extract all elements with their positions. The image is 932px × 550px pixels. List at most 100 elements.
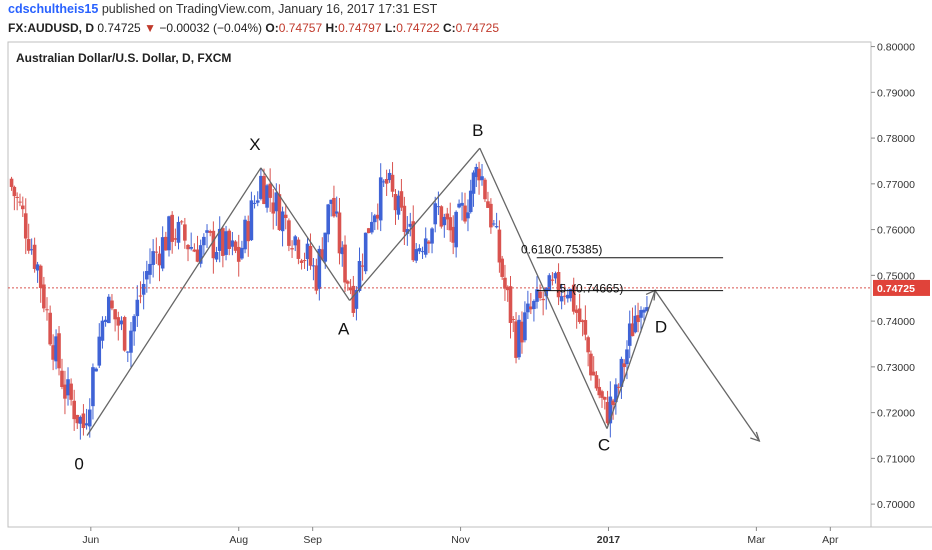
candle-body	[346, 281, 350, 284]
candle-body	[233, 241, 238, 251]
candle-body	[113, 309, 117, 320]
candle-body	[562, 295, 567, 297]
candle-body	[151, 251, 155, 265]
candle-body	[302, 260, 307, 262]
candle-body	[556, 271, 561, 298]
candle-body	[179, 221, 184, 223]
candle-body	[305, 243, 310, 260]
candle-body	[125, 351, 130, 353]
candle-body	[26, 239, 31, 251]
candle-body	[399, 191, 404, 208]
candle-body	[227, 230, 232, 249]
candle-body	[639, 310, 643, 318]
candle-body	[290, 248, 294, 250]
candle-body	[343, 244, 347, 283]
pattern-leg	[606, 290, 656, 429]
candle-body	[538, 291, 542, 299]
candle-body	[262, 176, 266, 205]
candle-body	[167, 216, 171, 251]
candle-body	[427, 241, 431, 244]
candle-body	[280, 211, 285, 232]
y-tick-label: 0.74000	[877, 316, 915, 328]
candle-body	[314, 265, 319, 291]
candle-body	[614, 384, 618, 403]
candle-body	[195, 249, 200, 262]
candle-body	[268, 183, 272, 198]
author-link[interactable]: cdschultheis15	[8, 2, 99, 16]
candle-body	[94, 368, 98, 372]
candle-body	[249, 200, 254, 241]
y-tick-label: 0.75000	[877, 270, 915, 282]
x-axis: Jun Aug Sep Nov 2017 Mar Apr	[82, 527, 839, 546]
current-price-tag: 0.74725	[873, 279, 930, 296]
candle-body	[357, 261, 362, 291]
candle-body	[577, 308, 582, 322]
candle-body	[283, 214, 288, 219]
candle-body	[189, 246, 193, 249]
low-value: 0.74722	[396, 21, 440, 35]
candle-body	[145, 270, 149, 280]
candle-body	[259, 175, 263, 199]
candle-body	[32, 244, 37, 269]
candle-body	[568, 289, 573, 299]
candle-body	[255, 200, 260, 203]
candle-body	[387, 172, 392, 181]
candle-body	[636, 315, 640, 323]
candle-body	[308, 245, 313, 266]
candle-body	[69, 383, 73, 400]
candle-body	[293, 236, 298, 246]
candle-body	[378, 177, 383, 221]
candle-body	[354, 290, 359, 309]
candle-body	[320, 249, 325, 260]
candle-body	[574, 309, 579, 313]
candle-body	[81, 413, 86, 429]
candle-body	[622, 363, 626, 368]
candle-body	[571, 284, 576, 312]
candle-body	[141, 283, 146, 295]
y-tick-label: 0.78000	[877, 133, 915, 145]
y-tick-label: 0.73000	[877, 362, 915, 374]
candle-body	[208, 231, 213, 233]
y-tick-label: 0.70000	[877, 499, 915, 511]
candle-body	[633, 315, 638, 333]
candle-body	[63, 384, 67, 399]
candle-body	[463, 205, 467, 222]
point-label-c: C	[598, 436, 610, 455]
candle-body	[132, 316, 136, 332]
candle-body	[553, 273, 558, 279]
candle-body	[18, 201, 22, 203]
candle-body	[332, 197, 336, 217]
candle-body	[106, 296, 111, 324]
candle-body	[87, 409, 92, 427]
candles	[9, 161, 649, 440]
candle-body	[423, 238, 428, 255]
candle-body	[154, 251, 159, 253]
candle-body	[351, 285, 356, 313]
candle-body	[110, 300, 114, 309]
candle-body	[402, 205, 407, 232]
candle-body	[340, 247, 345, 255]
candle-body	[15, 196, 19, 198]
candle-body	[480, 176, 484, 181]
candle-body	[57, 333, 61, 369]
candle-body	[42, 284, 46, 309]
candle-body	[497, 229, 502, 263]
candle-body	[317, 248, 322, 289]
candle-body	[566, 294, 570, 299]
point-label-d: D	[655, 317, 667, 336]
candle-body	[296, 239, 301, 259]
candle-body	[329, 199, 333, 204]
x-tick-label: Nov	[451, 534, 470, 546]
last-price: 0.74725	[97, 21, 141, 35]
candle-body	[240, 247, 244, 259]
candle-body	[375, 214, 380, 219]
candle-body	[48, 312, 52, 345]
candle-body	[586, 337, 590, 353]
candle-body	[157, 253, 162, 266]
candle-body	[460, 202, 464, 206]
fib-label: (0.74665)	[572, 282, 623, 296]
candle-body	[505, 286, 510, 291]
candle-body	[348, 287, 353, 291]
point-label-b: B	[472, 121, 483, 140]
